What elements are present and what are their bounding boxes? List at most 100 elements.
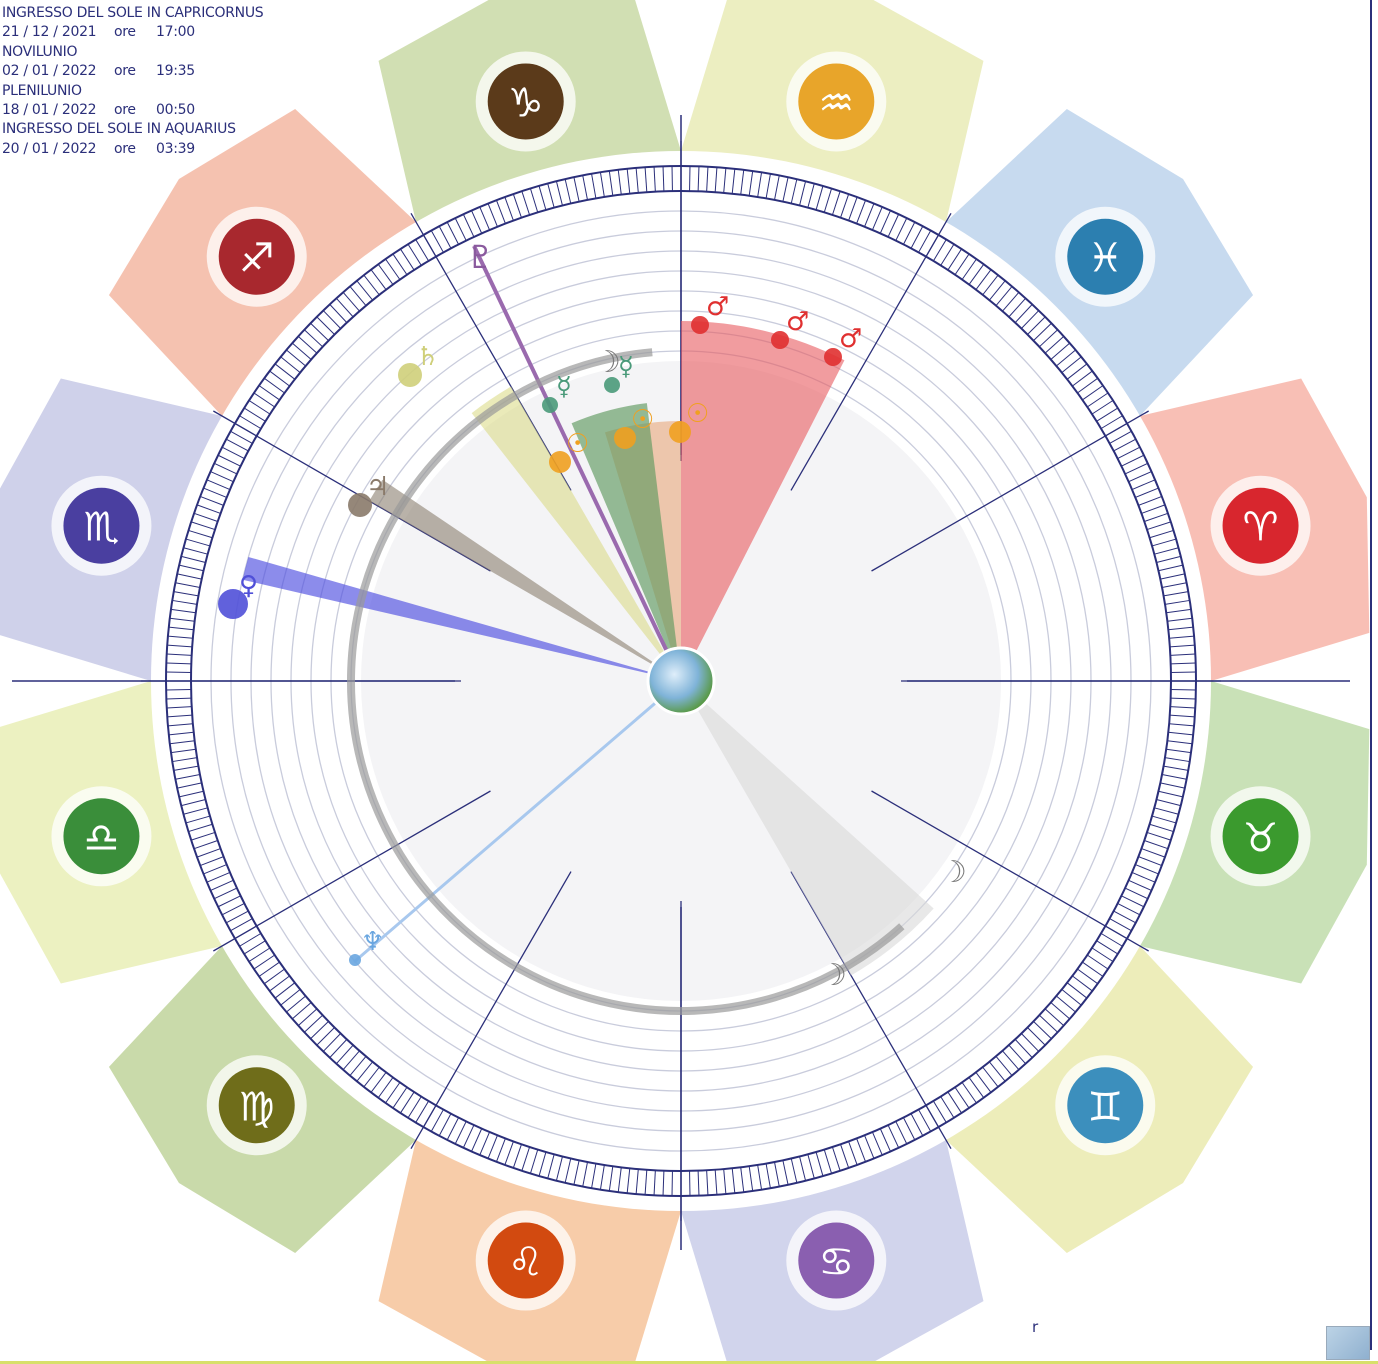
degree-tick: [370, 269, 387, 290]
ore-label: ore: [114, 102, 136, 119]
degree-tick: [1128, 879, 1152, 891]
degree-tick: [173, 765, 199, 771]
sun-icon-dot: [669, 421, 691, 443]
degree-tick: [392, 1086, 408, 1109]
degree-tick: [840, 193, 850, 218]
sign-medallion: [487, 1222, 564, 1299]
degree-tick: [573, 177, 580, 202]
sign-medallion: [1222, 487, 1299, 564]
degree-tick: [968, 264, 985, 285]
degree-tick: [653, 166, 656, 192]
degree-tick: [167, 723, 193, 727]
sun-icon-dot: [614, 427, 636, 449]
degree-tick: [706, 166, 709, 192]
degree-tick: [329, 304, 348, 323]
degree-tick: [1164, 599, 1190, 605]
degree-tick: [304, 1014, 323, 1033]
degree-tick: [274, 363, 296, 380]
sign-medallion: [487, 63, 564, 140]
degree-tick: [895, 1121, 908, 1145]
degree-tick: [1163, 591, 1189, 597]
degree-tick: [1082, 385, 1104, 401]
degree-tick: [617, 169, 622, 195]
degree-tick: [1121, 895, 1145, 908]
moon-sector: [681, 681, 934, 976]
degree-tick: [1156, 555, 1181, 563]
saturn-icon: ♄: [416, 342, 439, 372]
saturn-icon-dot: [398, 363, 422, 387]
event-date: 02 / 01 / 2022: [2, 63, 97, 80]
degree-tick: [975, 1072, 992, 1093]
frame-border-right: [1370, 0, 1372, 1350]
degree-tick: [879, 1128, 891, 1152]
degree-tick: [954, 1086, 970, 1109]
degree-tick: [264, 968, 285, 985]
degree-tick: [815, 1151, 824, 1177]
degree-tick: [264, 377, 285, 394]
event-time: 17:00: [156, 24, 195, 41]
degree-tick: [471, 210, 483, 234]
degree-tick: [573, 1160, 580, 1185]
degree-tick: [1131, 479, 1156, 491]
degree-tick: [782, 177, 789, 202]
degree-tick: [1050, 1002, 1071, 1020]
degree-tick: [807, 183, 815, 208]
degree-tick: [191, 831, 216, 841]
event-date: 21 / 12 / 2021: [2, 24, 97, 41]
degree-tick: [591, 173, 597, 199]
degree-tick: [512, 1144, 522, 1169]
degree-tick: [1170, 706, 1196, 709]
degree-tick: [196, 504, 221, 514]
degree-tick: [336, 1044, 354, 1065]
degree-tick: [774, 1161, 780, 1187]
degree-tick: [356, 280, 374, 301]
degree-tick: [1146, 521, 1171, 531]
degree-tick: [644, 167, 648, 193]
libra-icon: ♎: [84, 815, 120, 861]
sign-divider: [790, 213, 952, 491]
degree-tick: [1138, 856, 1162, 867]
degree-tick: [349, 1056, 367, 1076]
sign-divider: [213, 790, 491, 952]
corner-thumbnail-icon[interactable]: [1326, 1326, 1370, 1360]
degree-tick: [521, 191, 531, 216]
degree-tick: [582, 175, 588, 201]
degree-tick: [1100, 415, 1123, 430]
degree-tick: [714, 1169, 718, 1195]
event-title: INGRESSO DEL SOLE IN AQUARIUS: [2, 121, 236, 138]
degree-tick: [591, 1163, 597, 1189]
degree-tick: [248, 947, 271, 962]
degree-tick: [608, 170, 614, 196]
degree-tick: [172, 757, 198, 763]
degree-tick: [269, 975, 290, 992]
degree-tick: [239, 932, 262, 947]
degree-tick: [932, 239, 947, 262]
degree-tick: [206, 479, 231, 491]
event-title: INGRESSO DEL SOLE IN CAPRICORNUS: [2, 5, 264, 21]
degree-tick: [706, 1170, 709, 1196]
degree-tick: [823, 1149, 833, 1174]
degree-tick: [217, 454, 241, 467]
degree-tick: [430, 230, 444, 253]
degree-tick: [790, 179, 798, 204]
degree-tick: [291, 1002, 312, 1020]
degree-tick: [555, 181, 563, 206]
degree-tick: [1154, 807, 1179, 815]
degree-tick: [1160, 573, 1185, 580]
degree-tick: [253, 954, 276, 970]
event-date: 20 / 01 / 2022: [2, 140, 97, 157]
degree-tick: [203, 864, 227, 875]
venus-sector: [242, 556, 681, 681]
degree-tick: [512, 193, 522, 218]
degree-tick: [214, 462, 238, 475]
degree-tick: [714, 167, 718, 193]
degree-tick: [1021, 1033, 1040, 1052]
degree-tick: [230, 430, 253, 444]
degree-tick: [1170, 697, 1196, 700]
degree-tick: [363, 274, 380, 296]
degree-tick: [961, 1082, 977, 1104]
degree-tick: [626, 168, 631, 194]
degree-tick: [286, 995, 306, 1013]
degree-tick: [1027, 1027, 1046, 1046]
mars-icon-dot: [691, 316, 709, 334]
